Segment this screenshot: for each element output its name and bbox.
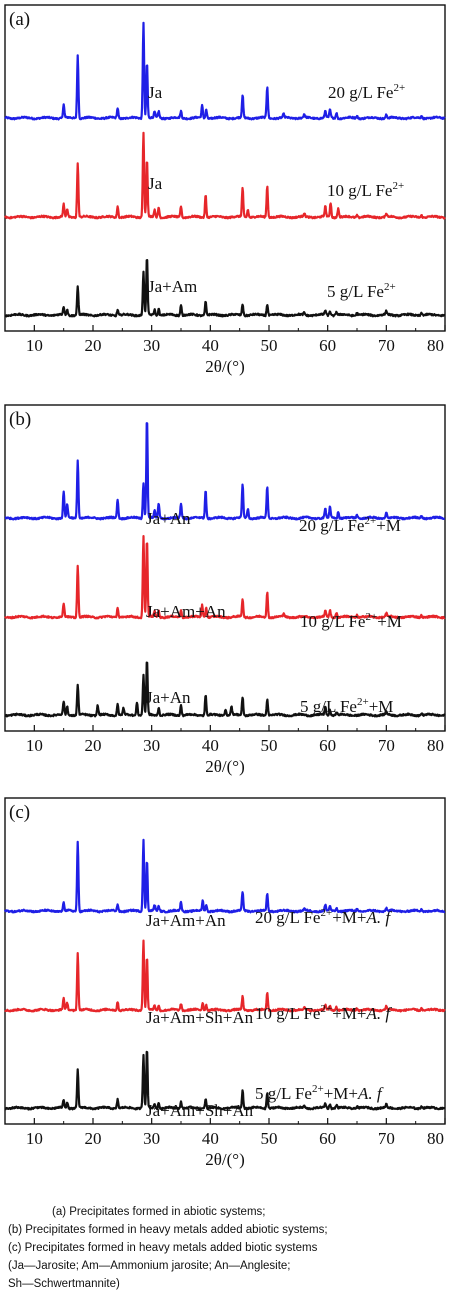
panel-b: (b) Ja+An 20 g/L Fe2++M Ja+Am+An 10 g/L Fe2+… bbox=[4, 404, 446, 776]
sample-label: 10 g/L Fe2+ bbox=[327, 180, 404, 200]
x-tick-label: 70 bbox=[378, 736, 395, 755]
x-tick-label: 20 bbox=[85, 736, 102, 755]
xrd-figure: (a) Ja 20 g/L Fe2+ Ja 10 g/L Fe2+ Ja+Am 5 g/L … bbox=[3, 4, 446, 1169]
panel-label: (a) bbox=[9, 9, 30, 30]
panel-frame bbox=[4, 4, 446, 332]
sample-label: 5 g/L Fe2++M+A. f bbox=[255, 1083, 384, 1103]
xrd-trace-red bbox=[4, 131, 446, 220]
sample-label: 20 g/L Fe2++M+A. f bbox=[255, 907, 392, 927]
x-tick-label: 70 bbox=[378, 336, 395, 355]
phase-label: Ja+Am+An bbox=[146, 911, 226, 930]
x-tick-label: 60 bbox=[319, 336, 336, 355]
x-tick-label: 40 bbox=[202, 1129, 219, 1148]
xrd-trace-black bbox=[4, 661, 446, 718]
caption-line-c: (c) Precipitates formed in heavy metals … bbox=[8, 1242, 318, 1254]
panel-label: (b) bbox=[9, 409, 31, 430]
caption-line-b: (b) Precipitates formed in heavy metals … bbox=[8, 1224, 328, 1236]
xrd-trace-blue bbox=[4, 21, 446, 121]
x-tick-label: 60 bbox=[319, 1129, 336, 1148]
x-tick-label: 20 bbox=[85, 1129, 102, 1148]
x-axis-label: 2θ/(°) bbox=[205, 757, 245, 776]
sample-label: 20 g/L Fe2+ bbox=[328, 82, 405, 102]
phase-label: Ja+Am+Sh+An bbox=[146, 1101, 254, 1120]
panel-frame bbox=[4, 404, 446, 732]
x-tick-label: 20 bbox=[85, 336, 102, 355]
sample-label: 10 g/L Fe2++M+A. f bbox=[255, 1003, 392, 1023]
caption-legend-end: Sh—Schwertmannite) bbox=[8, 1278, 120, 1290]
xrd-trace-black bbox=[4, 259, 446, 318]
x-tick-label: 50 bbox=[261, 336, 278, 355]
xrd-trace-black bbox=[4, 1050, 446, 1111]
x-tick-label: 10 bbox=[26, 1129, 43, 1148]
x-tick-label: 30 bbox=[143, 336, 160, 355]
x-tick-label: 30 bbox=[143, 1129, 160, 1148]
caption-legend: (Ja—Jarosite; Am—Ammonium jarosite; An—A… bbox=[8, 1260, 291, 1272]
phase-label: Ja+An bbox=[146, 509, 191, 528]
x-tick-label: 80 bbox=[427, 736, 444, 755]
xrd-trace-red bbox=[4, 534, 446, 620]
x-tick-label: 10 bbox=[26, 736, 43, 755]
sample-label: 5 g/L Fe2++M bbox=[300, 696, 393, 716]
x-tick-label: 40 bbox=[202, 736, 219, 755]
phase-label: Ja bbox=[148, 83, 163, 102]
x-tick-label: 30 bbox=[143, 736, 160, 755]
xrd-trace-red bbox=[4, 939, 446, 1013]
x-tick-label: 50 bbox=[261, 1129, 278, 1148]
xrd-trace-blue bbox=[3, 838, 446, 914]
x-tick-label: 50 bbox=[261, 736, 278, 755]
x-tick-label: 40 bbox=[202, 336, 219, 355]
sample-label: 10 g/L Fe2++M bbox=[300, 611, 402, 631]
sample-label: 5 g/L Fe2+ bbox=[327, 281, 396, 301]
x-axis-label: 2θ/(°) bbox=[205, 357, 245, 376]
phase-label: Ja bbox=[148, 174, 163, 193]
x-tick-label: 10 bbox=[26, 336, 43, 355]
panel-frame bbox=[4, 797, 446, 1125]
sample-label: 20 g/L Fe2++M bbox=[299, 515, 401, 535]
panel-a: (a) Ja 20 g/L Fe2+ Ja 10 g/L Fe2+ Ja+Am 5 g/L … bbox=[4, 4, 446, 376]
x-tick-label: 80 bbox=[427, 1129, 444, 1148]
x-tick-label: 60 bbox=[319, 736, 336, 755]
phase-label: Ja+An bbox=[146, 688, 191, 707]
x-tick-label: 80 bbox=[427, 336, 444, 355]
panel-c: (c) Ja+Am+An 20 g/L Fe2++M+A. f Ja+Am+Sh+An… bbox=[3, 797, 446, 1169]
x-axis-label: 2θ/(°) bbox=[205, 1150, 245, 1169]
phase-label: Ja+Am bbox=[148, 277, 197, 296]
xrd-trace-blue bbox=[4, 422, 446, 521]
panel-label: (c) bbox=[9, 802, 30, 823]
phase-label: Ja+Am+An bbox=[146, 602, 226, 621]
caption-line-a: (a) Precipitates formed in abiotic syste… bbox=[52, 1206, 266, 1218]
phase-label: Ja+Am+Sh+An bbox=[146, 1008, 254, 1027]
x-tick-label: 70 bbox=[378, 1129, 395, 1148]
